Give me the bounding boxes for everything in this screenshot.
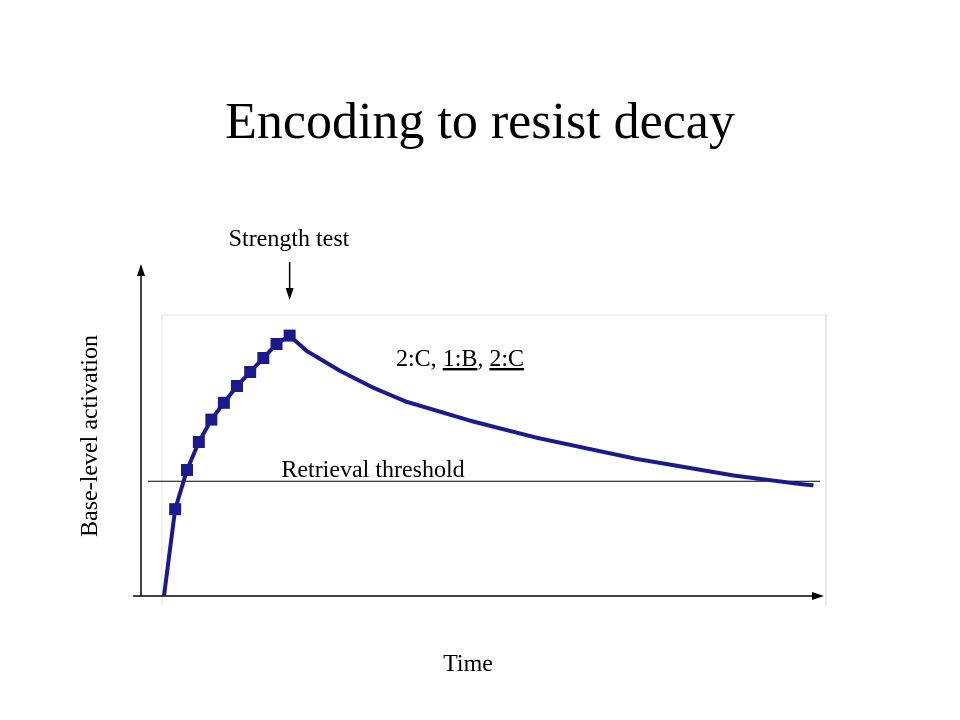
- data-point-marker: [231, 380, 244, 392]
- data-point-marker: [244, 366, 257, 378]
- strength-test-annotation: Strength test: [229, 226, 350, 300]
- series-2c-1b-2c: [161, 329, 814, 597]
- series-label-part-2: 2:C: [489, 346, 524, 372]
- y-axis-label: Base-level activation: [77, 335, 103, 537]
- strength-test-label: Strength test: [229, 226, 350, 252]
- data-point-marker: [192, 436, 205, 448]
- threshold-group: Retrieval threshold: [148, 457, 820, 483]
- y-axis-arrowhead: [137, 264, 145, 276]
- series-line: [161, 333, 814, 597]
- series-label-separator: ,: [477, 346, 489, 372]
- data-point-marker: [205, 413, 218, 426]
- data-point-marker: [181, 464, 194, 476]
- series-label-part-1: 1:B: [443, 346, 478, 372]
- data-point-marker: [217, 396, 230, 409]
- series-label-prefix: 2:C,: [396, 346, 443, 372]
- threshold-label: Retrieval threshold: [281, 457, 464, 483]
- data-point-marker: [283, 329, 296, 342]
- data-point-marker: [270, 338, 283, 350]
- data-point-marker: [169, 503, 182, 516]
- series-label: 2:C, 1:B, 2:C: [396, 346, 524, 372]
- x-axis-label: Time: [443, 651, 493, 677]
- data-point-marker: [257, 352, 270, 364]
- x-axis-arrowhead: [812, 592, 824, 600]
- strength-test-arrowhead: [285, 288, 294, 300]
- slide-title: Encoding to resist decay: [225, 93, 735, 150]
